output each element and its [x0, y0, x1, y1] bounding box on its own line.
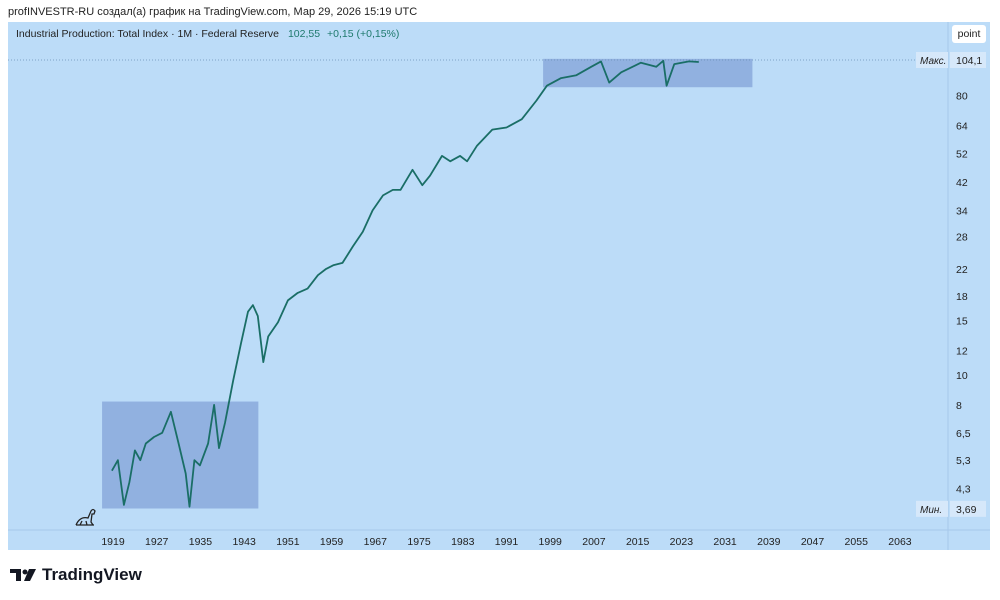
y-tick-label: 5,3: [956, 455, 971, 467]
series-line: [111, 59, 699, 508]
x-tick-label: 1935: [189, 536, 213, 548]
legend-change: +0,15 (+0,15%): [326, 28, 400, 40]
x-tick-label: 1951: [276, 536, 300, 548]
x-tick-label: 2063: [888, 536, 912, 548]
min-value: 3,69: [956, 504, 977, 516]
dino-shape: [75, 508, 96, 526]
y-tick-label: 10: [956, 370, 968, 382]
x-tick-label: 2015: [626, 536, 650, 548]
tradingview-logo[interactable]: TradingView: [10, 565, 142, 585]
x-tick-label: 1943: [232, 536, 256, 548]
y-tick-label: 28: [956, 231, 968, 243]
legend-title: Industrial Production: Total Index · 1M …: [16, 28, 280, 40]
y-tick-label: 42: [956, 177, 968, 189]
y-tick-label: 22: [956, 264, 968, 276]
x-tick-label: 2055: [845, 536, 869, 548]
x-tick-label: 1919: [101, 536, 125, 548]
x-tick-label: 1927: [145, 536, 169, 548]
dino-icon: [75, 508, 96, 526]
y-tick-label: 8: [956, 400, 962, 412]
x-tick-label: 1959: [320, 536, 344, 548]
y-tick-label: 6,5: [956, 428, 971, 440]
x-tick-label: 1999: [539, 536, 563, 548]
y-tick-label: 64: [956, 120, 968, 132]
tradingview-logo-icon: [10, 569, 36, 581]
x-tick-label: 2007: [582, 536, 606, 548]
x-tick-label: 1975: [407, 536, 431, 548]
logo-text: TradingView: [42, 565, 142, 584]
y-tick-label: 12: [956, 345, 968, 357]
y-tick-label: 15: [956, 315, 968, 327]
x-tick-label: 1983: [451, 536, 475, 548]
y-tick-label: 4,3: [956, 483, 971, 495]
max-value-bg: [950, 52, 986, 68]
x-tick-label: 2023: [670, 536, 694, 548]
x-tick-label: 1991: [495, 536, 519, 548]
max-label-bg: [916, 52, 948, 68]
min-label-bg: [916, 500, 948, 517]
x-tick-label: 1967: [364, 536, 388, 548]
legend-value: 102,55: [287, 28, 321, 40]
min-value-bg: [950, 500, 986, 517]
y-tick-label: 80: [956, 90, 968, 102]
y-tick-label: 52: [956, 148, 968, 160]
x-tick-label: 2031: [713, 536, 737, 548]
max-label: Макс.: [920, 56, 946, 67]
y-tick-label: 34: [956, 205, 968, 217]
y-tick-label: 18: [956, 291, 968, 303]
max-value: 104,1: [956, 55, 982, 67]
x-tick-label: 2047: [801, 536, 825, 548]
min-label: Мин.: [920, 505, 942, 516]
series-legend: Industrial Production: Total Index · 1M …: [16, 28, 399, 40]
chart-credit: profINVESTR-RU создал(а) график на Tradi…: [8, 6, 418, 18]
highlight-box: [543, 58, 753, 88]
x-tick-label: 2039: [757, 536, 781, 548]
highlight-box: [102, 401, 259, 509]
scale-mode-button[interactable]: point: [952, 25, 986, 43]
